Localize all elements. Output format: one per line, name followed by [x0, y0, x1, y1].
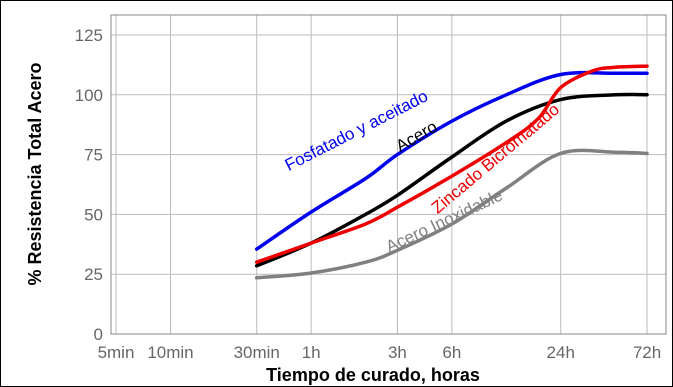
y-tick-label: 25 — [84, 265, 103, 284]
y-tick-label: 50 — [84, 205, 103, 224]
y-tick-label: 75 — [84, 146, 103, 165]
x-tick-labels: 5min 10min 30min 1h 3h 6h 24h 72h — [98, 343, 662, 362]
y-tick-label: 100 — [75, 86, 103, 105]
x-tick-label: 72h — [633, 343, 661, 362]
x-tick-label: 5min — [98, 343, 135, 362]
plot-area — [110, 14, 667, 335]
y-tick-label: 0 — [94, 325, 103, 344]
series-zincado-line — [254, 64, 649, 264]
series-acero-line — [254, 92, 649, 268]
x-tick-label: 3h — [388, 343, 407, 362]
x-tick-label: 10min — [147, 343, 193, 362]
x-tick-label: 24h — [547, 343, 575, 362]
x-tick-label: 1h — [302, 343, 321, 362]
series-fosfatado-line — [254, 70, 649, 251]
series-label-acero: Acero — [393, 117, 441, 156]
y-axis-title: % Resistencia Total Acero — [25, 62, 45, 285]
series-lines — [254, 64, 649, 280]
series-inoxidable-line — [254, 148, 649, 280]
grid — [111, 15, 666, 335]
y-tick-labels: 0 25 50 75 100 125 — [75, 26, 103, 344]
y-tick-label: 125 — [75, 26, 103, 45]
x-axis-title: Tiempo de curado, horas — [266, 365, 480, 385]
x-tick-label: 6h — [442, 343, 461, 362]
x-tick-label: 30min — [234, 343, 280, 362]
